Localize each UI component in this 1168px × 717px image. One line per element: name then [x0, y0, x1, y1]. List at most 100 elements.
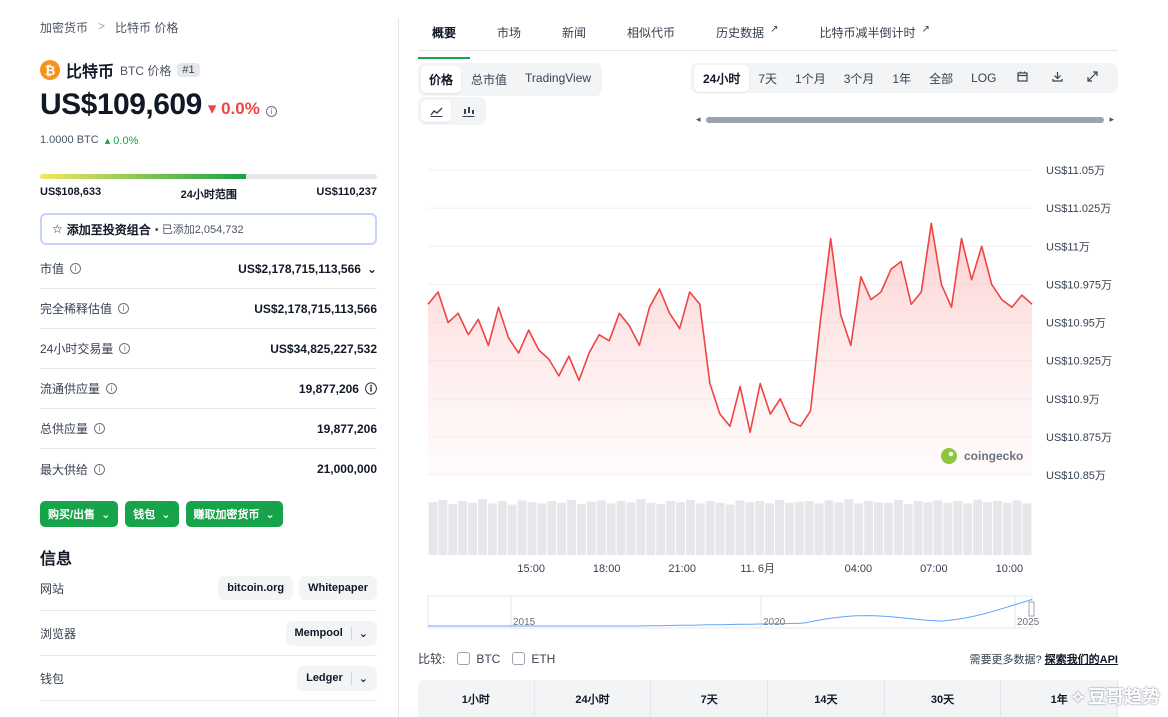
explorer-dropdown[interactable]: Mempool ⌄	[285, 620, 377, 646]
24h-range-bar	[40, 174, 377, 179]
expand-icon[interactable]	[1075, 71, 1110, 85]
price-area	[428, 223, 1032, 475]
volume-bar	[913, 501, 923, 555]
volume-bar	[468, 502, 478, 555]
volume-bar	[567, 499, 577, 555]
volume-bar	[834, 502, 844, 555]
toggle-tradingview[interactable]: TradingView	[525, 71, 592, 85]
breadcrumb-current: 比特币 价格	[115, 21, 179, 35]
star-icon: ☆	[52, 222, 63, 236]
stat-row-volume: 24小时交易量 i US$34,825,227,532	[40, 329, 377, 369]
volume-bar	[596, 500, 606, 555]
stat-value: US$2,178,715,113,566	[238, 261, 361, 276]
scrollbar-thumb[interactable]	[706, 117, 1104, 123]
scroll-right-arrow[interactable]: ▸	[1109, 114, 1114, 124]
x-tick-label: 11. 6月	[740, 563, 775, 575]
explorer-label: 浏览器	[40, 626, 77, 641]
chart-type-toggle: 价格 总市值 TradingView	[418, 63, 603, 96]
range-24h[interactable]: 24小时	[694, 64, 750, 92]
info-icon[interactable]: i	[106, 383, 118, 394]
chevron-down-icon[interactable]: ⌄	[366, 261, 377, 276]
chevron-down-icon: ⌄	[161, 508, 171, 521]
range-1y[interactable]: 1年	[892, 71, 912, 86]
info-icon[interactable]: i	[70, 263, 82, 274]
price-chart[interactable]: US$11.05万 US$11.025万 US$11万 US$10.975万 US$10…	[418, 150, 1118, 640]
earn-label: 赚取加密货币	[193, 509, 260, 521]
volume-bar	[745, 502, 755, 555]
volume-bar	[646, 502, 656, 555]
candlestick-chart-icon[interactable]	[453, 100, 483, 122]
info-row-explorer: 浏览器 Mempool ⌄	[40, 611, 377, 656]
volume-bar	[507, 504, 517, 555]
current-price: US$109,609	[40, 88, 202, 121]
tab-historical-data[interactable]: 历史数据 ↗	[716, 24, 792, 50]
y-tick-label: US$10.95万	[1046, 318, 1106, 330]
range-log[interactable]: LOG	[971, 71, 997, 85]
buy-sell-button[interactable]: 购买/出售 ⌄	[40, 501, 119, 527]
chart-scrollbar[interactable]: ◂ ▸	[696, 114, 1114, 124]
api-link[interactable]: 探索我们的API	[1044, 653, 1118, 666]
compare-btc-checkbox[interactable]	[457, 652, 471, 665]
info-icon[interactable]: i	[118, 303, 130, 314]
download-icon[interactable]	[1040, 71, 1075, 85]
y-tick-label: US$10.925万	[1046, 356, 1112, 368]
tab-markets[interactable]: 市场	[497, 24, 535, 50]
toggle-market-cap[interactable]: 总市值	[471, 73, 508, 87]
action-buttons: 购买/出售 ⌄ 钱包 ⌄ 赚取加密货币 ⌄	[40, 501, 283, 527]
volume-bar	[1022, 503, 1032, 555]
breadcrumb-root-link[interactable]: 加密货币	[40, 21, 89, 35]
compare-eth-checkbox[interactable]	[512, 652, 526, 665]
info-icon[interactable]: i	[119, 343, 131, 354]
tab-news[interactable]: 新闻	[562, 24, 600, 50]
whitepaper-link[interactable]: Whitepaper	[299, 576, 377, 600]
volume-bar	[685, 499, 695, 555]
volume-bar	[943, 502, 953, 555]
compare-btc-label: BTC	[476, 651, 501, 666]
volume-bar	[992, 501, 1002, 555]
watermark: ⟡ 豆哥趋势	[1072, 683, 1160, 709]
chevron-down-icon: ⌄	[350, 626, 368, 640]
volume-bar	[586, 501, 596, 555]
volume-bar	[784, 502, 794, 555]
tab-halving-countdown[interactable]: 比特币减半倒计时 ↗	[819, 24, 943, 50]
y-tick-label: US$10.9万	[1046, 394, 1100, 406]
btc-value: 1.0000 BTC	[40, 134, 99, 146]
btc-price-row: 1.0000 BTC ▴ 0.0%	[40, 134, 138, 147]
line-chart-icon[interactable]	[421, 100, 451, 122]
navigator-year-label: 2015	[513, 617, 536, 628]
chevron-down-icon: ⌄	[350, 671, 368, 685]
website-link-bitcoin-org[interactable]: bitcoin.org	[218, 576, 294, 600]
period-30d: 30天	[885, 680, 1002, 717]
stat-value: 19,877,206	[298, 381, 359, 396]
scroll-left-arrow[interactable]: ◂	[696, 114, 701, 124]
info-icon[interactable]: i	[94, 463, 106, 475]
add-to-portfolio-button[interactable]: ☆ 添加至投资组合 • 已添加2,054,732	[40, 213, 377, 245]
24h-range-labels: US$108,633 24小时范围 US$110,237	[40, 186, 377, 202]
info-row-website: 网站 bitcoin.org Whitepaper	[40, 566, 377, 611]
price-change-24h: ▾ 0.0%	[207, 99, 260, 118]
volume-bar	[636, 499, 646, 555]
info-icon[interactable]: ⓘ	[364, 382, 377, 396]
wallet-dropdown[interactable]: Ledger ⌄	[297, 665, 377, 691]
volume-bar	[487, 503, 497, 555]
info-icon[interactable]: i	[265, 106, 277, 117]
range-1m[interactable]: 1个月	[795, 71, 826, 86]
range-7d[interactable]: 7天	[758, 71, 778, 86]
tab-label: 历史数据	[716, 26, 765, 40]
info-row-wallet: 钱包 Ledger ⌄	[40, 656, 377, 701]
toggle-price[interactable]: 价格	[421, 66, 462, 93]
range-all[interactable]: 全部	[929, 71, 954, 86]
watermark-icon: ⟡	[1072, 685, 1084, 706]
info-icon[interactable]: i	[94, 423, 106, 434]
calendar-icon[interactable]	[1005, 71, 1040, 85]
tab-similar-coins[interactable]: 相似代币	[627, 24, 689, 50]
range-3m[interactable]: 3个月	[843, 71, 875, 86]
period-1h: 1小时	[418, 680, 535, 717]
price-row: US$109,609 ▾ 0.0% i	[40, 88, 277, 122]
earn-crypto-button[interactable]: 赚取加密货币 ⌄	[185, 501, 283, 527]
volume-bar	[794, 501, 804, 555]
volume-bar	[705, 501, 715, 555]
tab-overview[interactable]: 概要	[418, 24, 471, 59]
info-section: 网站 bitcoin.org Whitepaper 浏览器 Mempool ⌄ 钱…	[40, 566, 377, 701]
wallet-button[interactable]: 钱包 ⌄	[125, 501, 179, 527]
